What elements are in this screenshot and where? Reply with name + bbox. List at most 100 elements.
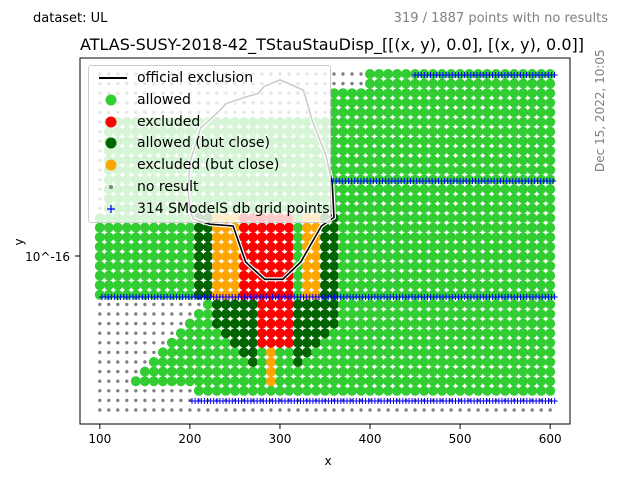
scan-point — [392, 280, 403, 291]
scan-point — [455, 337, 466, 348]
scan-point — [527, 328, 538, 339]
scan-point — [545, 117, 556, 127]
no-result-point — [332, 408, 336, 412]
scan-point — [374, 376, 384, 387]
scan-point — [166, 232, 177, 243]
scan-point — [374, 328, 384, 339]
scan-point — [500, 136, 511, 147]
no-result-point — [98, 341, 102, 345]
scan-point — [302, 376, 312, 387]
scan-point — [410, 232, 421, 243]
scan-point — [464, 203, 475, 214]
scan-point — [302, 318, 312, 329]
scan-point — [256, 309, 267, 319]
scan-point — [473, 184, 484, 195]
scan-point — [365, 337, 375, 348]
scan-point — [518, 213, 529, 223]
scan-point — [482, 309, 493, 319]
scan-point — [455, 107, 466, 118]
scan-point — [211, 299, 222, 310]
scan-point — [293, 337, 303, 348]
scan-point — [491, 337, 502, 348]
no-result-point — [503, 408, 507, 412]
scan-point — [473, 145, 484, 156]
scan-point — [482, 270, 493, 281]
scan-point — [518, 145, 529, 156]
scan-point — [428, 78, 439, 89]
scan-point — [157, 222, 168, 233]
no-result-point — [134, 350, 138, 355]
legend-circle-marker — [105, 94, 117, 106]
scan-point — [491, 241, 502, 252]
scan-point — [509, 136, 520, 147]
scan-point — [356, 88, 366, 99]
scan-point — [473, 309, 484, 319]
scan-point — [293, 222, 303, 233]
scan-point — [392, 145, 403, 156]
scan-point — [437, 78, 448, 89]
scan-point — [482, 184, 493, 195]
scan-point — [365, 270, 375, 281]
scan-point — [527, 309, 538, 319]
scan-point — [365, 385, 375, 396]
no-result-point — [134, 341, 138, 345]
scan-point — [410, 155, 421, 166]
scan-point — [356, 117, 366, 127]
scan-point — [383, 232, 394, 243]
scan-point — [284, 232, 294, 243]
scan-point — [157, 289, 168, 300]
scan-point — [401, 366, 412, 377]
no-result-point — [116, 302, 120, 307]
scan-point — [437, 97, 448, 108]
scan-point — [130, 241, 141, 252]
scan-point — [256, 232, 267, 243]
scan-point — [491, 155, 502, 166]
no-result-point — [143, 331, 147, 335]
scan-point — [455, 155, 466, 166]
scan-point — [383, 337, 394, 348]
scan-point — [428, 97, 439, 108]
scan-point — [410, 97, 421, 108]
scan-point — [383, 213, 394, 223]
scan-point — [545, 270, 556, 281]
scan-point — [266, 261, 276, 271]
no-result-point — [179, 398, 183, 403]
scan-point — [473, 155, 484, 166]
scan-point — [536, 107, 547, 118]
scan-point — [229, 328, 240, 339]
scan-point — [518, 376, 529, 387]
no-result-point — [323, 408, 327, 412]
no-result-point — [359, 72, 363, 76]
no-result-point — [368, 408, 372, 412]
no-result-point — [413, 408, 417, 412]
scan-point — [428, 385, 439, 396]
scan-point — [500, 309, 511, 319]
scan-point — [437, 136, 448, 147]
scan-point — [356, 213, 366, 223]
scan-point — [193, 251, 204, 262]
scan-point — [229, 251, 240, 262]
no-result-point — [449, 408, 453, 412]
scan-point — [229, 376, 240, 387]
scan-point — [311, 366, 321, 377]
no-result-point — [431, 408, 435, 412]
scan-point — [419, 97, 430, 108]
scan-point — [464, 328, 475, 339]
scan-point — [473, 107, 484, 118]
scan-point — [266, 280, 276, 291]
scan-point — [193, 280, 204, 291]
legend-label: official exclusion — [137, 70, 254, 86]
scan-point — [482, 222, 493, 233]
scan-point — [518, 117, 529, 127]
scan-point — [275, 261, 285, 271]
no-result-point — [296, 398, 300, 403]
scan-point — [473, 357, 484, 367]
scan-point — [329, 232, 339, 243]
scan-point — [329, 145, 339, 156]
scan-point — [157, 357, 168, 367]
no-result-point — [107, 389, 111, 393]
scan-point — [518, 78, 529, 89]
scan-point — [464, 318, 475, 329]
scan-point — [202, 328, 213, 339]
scan-point — [410, 222, 421, 233]
